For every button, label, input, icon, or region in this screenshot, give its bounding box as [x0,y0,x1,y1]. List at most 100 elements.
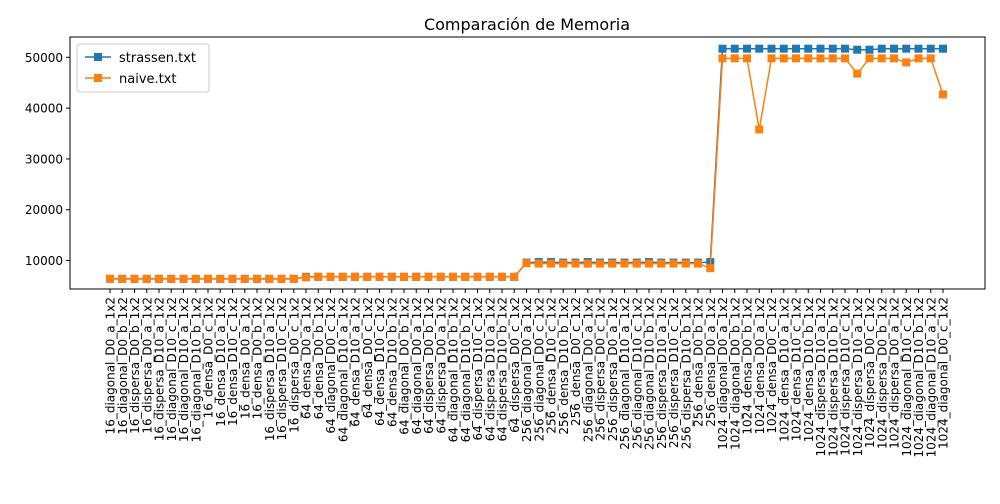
chart-title: Comparación de Memoria [424,15,630,34]
data-point [253,274,261,283]
plot-area-frame [69,36,986,290]
x-tick-label: 256_densa_D0_a_1x2 [704,297,718,427]
x-tick-label: 1024_densa_D10_c_1x2 [790,297,804,441]
x-tick-label: 64_densa_D0_c_1x2 [361,297,375,418]
data-point [779,54,788,63]
data-point [828,44,837,53]
data-point [730,44,739,53]
data-point [902,58,911,67]
data-point [890,44,898,53]
x-tick-label: 1024_densa_D0_a_1x2 [753,297,767,434]
legend-marker-strassen [94,53,102,61]
data-point [767,54,776,63]
data-point [436,272,445,281]
data-point [939,44,947,53]
x-tick-label: 1024_diagonal_D0_b_1x2 [728,297,742,450]
x-tick-label: 1024_dispersa_D10_a_1x2 [851,297,865,457]
data-point [841,44,849,53]
data-point [547,259,555,268]
data-point [620,259,629,268]
data-point [118,274,127,283]
x-tick-label: 256_dispersa_D0_c_1x2 [594,297,608,441]
data-point [155,274,163,283]
x-tick-label: 1024_densa_D10_a_1x2 [777,297,791,442]
data-point [877,54,886,63]
series-1 [106,54,947,283]
x-tick-label: 16_densa_D0_c_1x2 [202,297,216,418]
data-point [191,274,200,283]
data-point [387,272,396,281]
data-point [363,272,372,281]
legend-box [76,43,210,93]
data-point [718,44,727,53]
data-point [375,272,384,281]
x-tick-label: 256_diagonal_D10_a_1x2 [618,297,632,450]
x-tick-label: 16_diagonal_D0_a_1x2 [104,297,118,434]
x-tick-label: 16_diagonal_D0_b_1x2 [116,297,130,435]
data-point [743,54,751,63]
x-tick-label: 64_dispersa_D0_c_1x2 [508,297,522,433]
legend-marker-naive [94,74,102,82]
data-point [804,44,813,53]
x-tick-label: 256_diagonal_D10_c_1x2 [630,297,644,449]
data-point [792,54,800,63]
x-tick-label: 16_densa_D0_a_1x2 [238,297,252,419]
x-tick-label: 1024_dispersa_D10_b_1x2 [826,297,840,457]
data-point [473,272,482,281]
data-point [853,45,862,54]
data-point [865,45,874,54]
data-point [265,274,274,283]
x-tick-label: 64_dispersa_D0_b_1x2 [422,297,436,434]
data-point [449,272,457,281]
x-tick-label: 256_diagonal_D0_c_1x2 [532,297,546,441]
x-tick-label: 16_dispersa_D10_a_1x2 [263,297,277,441]
x-tick-label: 1024_densa_D0_b_1x2 [741,297,755,435]
x-tick-label: 256_diagonal_D0_a_1x2 [520,297,534,442]
data-point [596,259,604,268]
x-tick-label: 64_diagonal_D10_b_1x2 [447,297,461,442]
y-axis: 10000 20000 30000 40000 50000 [25,51,70,268]
data-point [167,274,176,283]
x-tick-label: 1024_dispersa_D10_a_1x2 [814,297,828,457]
data-point [779,44,788,53]
x-tick-label: 256_dispersa_D10_c_1x2 [667,297,681,448]
series-layer [106,44,947,283]
x-tick-label: 256_diagonal_D0_a_1x2 [581,297,595,442]
x-tick-label: 64_diagonal_D10_b_1x2 [459,297,473,442]
x-tick-label: 256_dispersa_D10_a_1x2 [655,297,669,449]
data-point [681,259,690,268]
data-point [939,90,947,99]
x-tick-label: 64_densa_D10_b_1x2 [385,297,399,427]
data-point [669,259,678,268]
data-point [914,44,923,53]
data-point [828,54,837,63]
data-point [816,54,825,63]
x-tick-label: 1024_diagonal_D10_b_1x2 [912,297,926,458]
legend: strassen.txt naive.txt [76,43,210,93]
data-point [228,274,237,283]
series-line [110,47,943,280]
data-point [326,272,335,281]
data-point [534,259,543,268]
data-point [890,54,898,63]
x-tick-label: 64_densa_D0_a_1x2 [300,297,314,419]
data-point [706,264,715,273]
x-tick-label: 1024_diagonal_D10_c_1x2 [900,297,914,457]
y-tick-label: 40000 [25,102,63,116]
legend-label-strassen: strassen.txt [119,51,196,66]
data-point [926,54,935,63]
data-point [877,44,886,53]
data-point [657,259,666,268]
data-point [130,274,139,283]
data-point [645,259,653,268]
x-tick-label: 64_densa_D0_b_1x2 [312,297,326,419]
x-tick-label: 256_densa_D0_c_1x2 [569,297,583,426]
x-tick-label: 256_diagonal_D10_b_1x2 [643,297,657,450]
data-point [914,54,923,63]
x-tick-label: 16_dispersa_D0_a_1x2 [140,297,154,434]
x-tick-label: 64_diagonal_D0_c_1x2 [324,297,338,434]
x-tick-label: 1024_dispersa_D0_c_1x2 [863,297,877,448]
x-tick-label: 1024_dispersa_D0_a_1x2 [888,297,902,449]
